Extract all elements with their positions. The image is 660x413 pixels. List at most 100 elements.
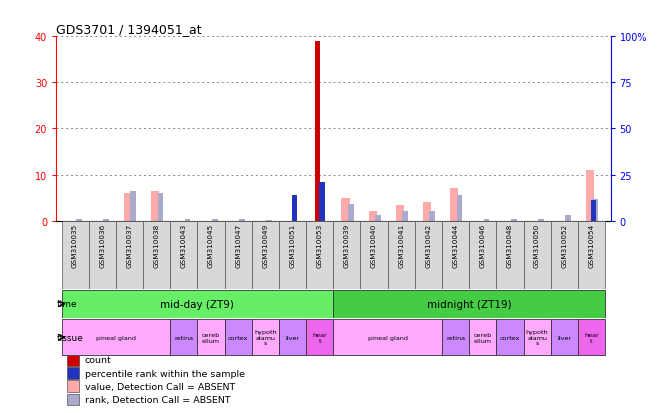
Bar [67, 380, 79, 392]
Bar [251, 319, 279, 356]
Bar [565, 216, 571, 221]
Text: tissue: tissue [57, 333, 84, 342]
Text: GSM310042: GSM310042 [426, 223, 432, 267]
Text: GDS3701 / 1394051_at: GDS3701 / 1394051_at [56, 23, 202, 36]
Text: pineal gland: pineal gland [368, 335, 408, 340]
Bar [593, 199, 598, 221]
Bar [239, 219, 245, 221]
Text: hear
t: hear t [584, 332, 599, 343]
Text: cereb
ellum: cereb ellum [202, 332, 220, 343]
Text: GSM310052: GSM310052 [561, 223, 568, 267]
Bar [469, 319, 496, 356]
Bar [387, 221, 415, 290]
Text: GSM310053: GSM310053 [317, 223, 323, 267]
Bar [292, 195, 298, 221]
Text: GSM310037: GSM310037 [127, 223, 133, 267]
Bar [61, 290, 333, 318]
Bar [523, 319, 550, 356]
Bar [61, 319, 170, 356]
Bar [212, 219, 218, 221]
Text: value, Detection Call = ABSENT: value, Detection Call = ABSENT [85, 382, 235, 391]
Text: cereb
ellum: cereb ellum [474, 332, 492, 343]
Text: GSM310047: GSM310047 [235, 223, 241, 267]
Bar [423, 203, 431, 221]
Text: GSM310040: GSM310040 [371, 223, 377, 267]
Bar [396, 205, 404, 221]
Bar [496, 319, 523, 356]
Bar [124, 194, 132, 221]
Bar [450, 189, 458, 221]
Bar [457, 195, 462, 221]
Bar [550, 221, 578, 290]
Text: GSM310051: GSM310051 [290, 223, 296, 267]
Bar [76, 219, 82, 221]
Text: GSM310043: GSM310043 [181, 223, 187, 267]
Bar [131, 192, 136, 221]
Text: GSM310050: GSM310050 [534, 223, 540, 267]
Bar [103, 219, 109, 221]
Bar [251, 221, 279, 290]
Bar [279, 319, 306, 356]
Bar [360, 221, 387, 290]
Bar [348, 204, 354, 221]
Bar [442, 221, 469, 290]
Bar [538, 219, 544, 221]
Text: GSM310044: GSM310044 [453, 223, 459, 267]
Text: GSM310046: GSM310046 [480, 223, 486, 267]
Bar [375, 216, 381, 221]
Text: count: count [85, 356, 112, 364]
Text: GSM310036: GSM310036 [99, 223, 106, 267]
Bar [306, 221, 333, 290]
Bar [496, 221, 523, 290]
Bar [319, 183, 325, 221]
Text: percentile rank within the sample: percentile rank within the sample [85, 369, 245, 377]
Text: GSM310048: GSM310048 [507, 223, 513, 267]
Bar [67, 354, 79, 366]
Bar [369, 212, 377, 221]
Bar [402, 212, 408, 221]
Bar [224, 319, 251, 356]
Text: retina: retina [174, 335, 193, 340]
Bar [306, 319, 333, 356]
Bar [185, 219, 191, 221]
Bar [67, 367, 79, 379]
Bar [586, 171, 594, 221]
Bar [197, 319, 224, 356]
Bar [341, 198, 350, 221]
Bar [267, 220, 272, 221]
Bar [484, 219, 490, 221]
Bar [88, 221, 116, 290]
Text: midnight (ZT19): midnight (ZT19) [427, 299, 512, 309]
Text: GSM310035: GSM310035 [72, 223, 78, 267]
Text: GSM310049: GSM310049 [263, 223, 269, 267]
Bar [116, 221, 143, 290]
Text: pineal gland: pineal gland [96, 335, 136, 340]
Bar [143, 221, 170, 290]
Bar [151, 191, 159, 221]
Bar [197, 221, 224, 290]
Text: cortex: cortex [228, 335, 248, 340]
Bar [591, 201, 597, 221]
Bar [61, 221, 88, 290]
Text: cortex: cortex [500, 335, 520, 340]
Text: GSM310045: GSM310045 [208, 223, 214, 267]
Bar [170, 319, 197, 356]
Bar [415, 221, 442, 290]
Bar [578, 319, 605, 356]
Bar [333, 221, 360, 290]
Bar [67, 394, 79, 405]
Text: hypoth
alamu
s: hypoth alamu s [526, 329, 548, 346]
Text: time: time [57, 299, 77, 309]
Text: GSM310039: GSM310039 [344, 223, 350, 267]
Bar [170, 221, 197, 290]
Bar [333, 290, 605, 318]
Bar [224, 221, 251, 290]
Bar [315, 42, 320, 221]
Text: GSM310038: GSM310038 [154, 223, 160, 267]
Bar [523, 221, 550, 290]
Bar [550, 319, 578, 356]
Text: retina: retina [446, 335, 465, 340]
Text: GSM310041: GSM310041 [398, 223, 404, 267]
Bar [511, 219, 517, 221]
Text: hear
t: hear t [312, 332, 327, 343]
